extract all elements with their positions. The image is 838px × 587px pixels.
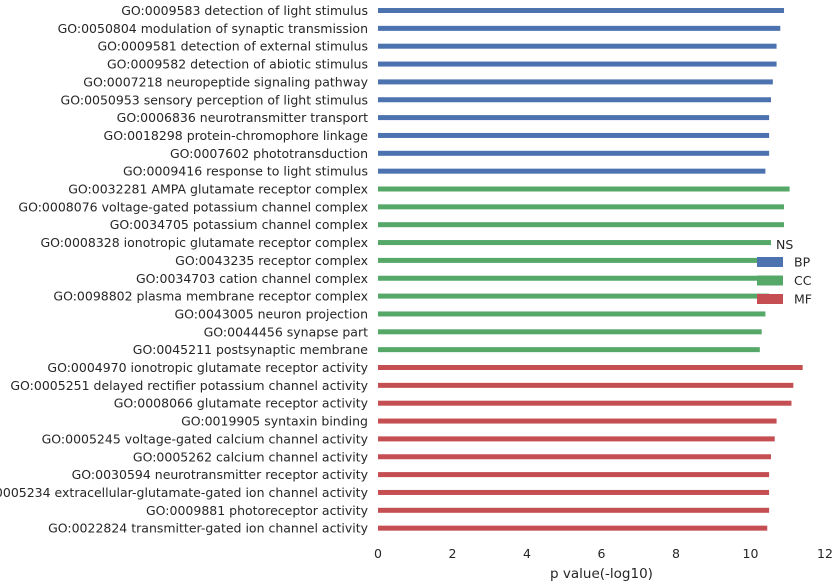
category-label: GO:0008066 glutamate receptor activity bbox=[114, 396, 369, 411]
category-label: GO:0022824 transmitter-gated ion channel… bbox=[48, 521, 369, 536]
category-label: GO:0043235 receptor complex bbox=[175, 253, 368, 268]
bar-cc-5 bbox=[378, 275, 770, 281]
legend-entries: BP CC MF bbox=[757, 255, 812, 307]
legend-swatch-bp bbox=[757, 257, 783, 267]
bars-group bbox=[378, 8, 803, 531]
category-label: GO:0044456 synapse part bbox=[204, 324, 368, 339]
bar-mf-2 bbox=[378, 400, 792, 406]
bar-mf-8 bbox=[378, 507, 770, 513]
category-label: GO:0019905 syntaxin binding bbox=[181, 414, 368, 429]
bar-bp-7 bbox=[378, 132, 770, 138]
category-label: GO:0032281 AMPA glutamate receptor compl… bbox=[68, 182, 368, 197]
category-label: GO:0009581 detection of external stimulu… bbox=[98, 39, 369, 54]
bar-cc-3 bbox=[378, 240, 771, 246]
bar-mf-1 bbox=[378, 382, 794, 388]
category-label: GO:0030594 neurotransmitter receptor act… bbox=[72, 467, 369, 482]
bar-bp-0 bbox=[378, 8, 785, 13]
legend-swatch-mf bbox=[757, 294, 783, 304]
x-tick-label: 10 bbox=[743, 546, 759, 561]
legend-label-bp: BP bbox=[794, 255, 811, 270]
bar-mf-5 bbox=[378, 454, 771, 460]
category-labels: GO:0009583 detection of light stimulus GO… bbox=[0, 3, 369, 536]
category-label: GO:0005234 extracellular-glutamate-gated… bbox=[0, 485, 369, 500]
category-label: GO:0018298 protein-chromophore linkage bbox=[104, 128, 369, 143]
bar-mf-9 bbox=[378, 525, 768, 531]
category-label: GO:0009881 photoreceptor activity bbox=[146, 503, 369, 518]
category-label: GO:0007218 neuropeptide signaling pathwa… bbox=[83, 74, 368, 89]
bar-bp-1 bbox=[378, 25, 781, 31]
category-label: GO:0007602 phototransduction bbox=[170, 146, 368, 161]
category-label: GO:0009582 detection of abiotic stimulus bbox=[107, 57, 368, 72]
bar-mf-4 bbox=[378, 436, 775, 442]
bar-mf-0 bbox=[378, 365, 803, 370]
category-label: GO:0008328 ionotropic glutamate receptor… bbox=[41, 235, 369, 250]
x-axis-ticks: 0 2 4 6 8 10 12 bbox=[374, 546, 833, 561]
category-label: GO:0050953 sensory perception of light s… bbox=[61, 92, 368, 107]
x-tick-label: 6 bbox=[598, 546, 606, 561]
bar-cc-1 bbox=[378, 204, 785, 210]
bar-bp-5 bbox=[378, 97, 771, 103]
category-label: GO:0045211 postsynaptic membrane bbox=[133, 342, 369, 357]
bar-cc-2 bbox=[378, 222, 785, 228]
category-label: GO:0004970 ionotropic glutamate receptor… bbox=[47, 360, 368, 375]
bar-bp-4 bbox=[378, 79, 773, 85]
bar-cc-7 bbox=[378, 311, 766, 317]
bar-cc-0 bbox=[378, 186, 790, 192]
category-label: GO:0008076 voltage-gated potassium chann… bbox=[18, 199, 368, 214]
bar-mf-7 bbox=[378, 489, 770, 495]
category-label: GO:0034703 cation channel complex bbox=[136, 271, 368, 286]
bar-bp-6 bbox=[378, 115, 770, 121]
legend-swatch-cc bbox=[757, 275, 783, 286]
category-label: GO:0098802 plasma membrane receptor comp… bbox=[53, 289, 368, 304]
bar-mf-6 bbox=[378, 472, 770, 478]
category-label: GO:0034705 potassium channel complex bbox=[110, 217, 368, 232]
category-label: GO:0009416 response to light stimulus bbox=[123, 164, 368, 179]
bar-cc-4 bbox=[378, 257, 770, 263]
category-label: GO:0009583 detection of light stimulus bbox=[121, 3, 368, 18]
legend-title: NS bbox=[776, 237, 793, 252]
category-label: GO:0005245 voltage-gated calcium channel… bbox=[42, 431, 369, 446]
bar-bp-9 bbox=[378, 168, 766, 174]
x-tick-label: 4 bbox=[523, 546, 531, 561]
x-tick-label: 0 bbox=[374, 546, 382, 561]
x-tick-label: 8 bbox=[672, 546, 680, 561]
bar-cc-8 bbox=[378, 329, 762, 335]
x-tick-label: 12 bbox=[817, 546, 833, 561]
legend: NS BP CC MF bbox=[757, 237, 812, 307]
bar-cc-6 bbox=[378, 293, 770, 299]
x-tick-label: 2 bbox=[449, 546, 457, 561]
legend-label-cc: CC bbox=[794, 273, 812, 288]
bar-bp-2 bbox=[378, 43, 777, 49]
category-label: GO:0006836 neurotransmitter transport bbox=[117, 110, 368, 125]
bar-bp-3 bbox=[378, 61, 777, 67]
legend-label-mf: MF bbox=[794, 292, 812, 307]
bar-mf-3 bbox=[378, 418, 777, 424]
category-label: GO:0043005 neuron projection bbox=[174, 306, 368, 321]
category-label: GO:0050804 modulation of synaptic transm… bbox=[58, 21, 368, 36]
category-label: GO:0005262 calcium channel activity bbox=[133, 449, 369, 464]
bar-cc-9 bbox=[378, 347, 760, 353]
bar-bp-8 bbox=[378, 150, 770, 156]
category-label: GO:0005251 delayed rectifier potassium c… bbox=[10, 378, 368, 393]
x-axis-title: p value(-log10) bbox=[550, 566, 653, 582]
